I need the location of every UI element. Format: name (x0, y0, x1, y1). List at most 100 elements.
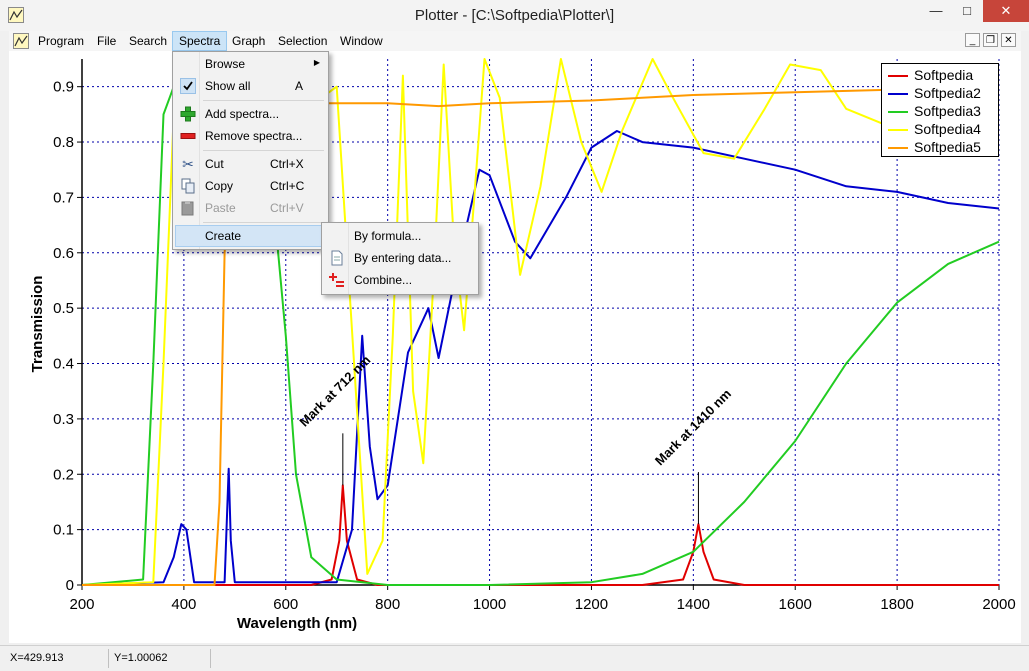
app-icon[interactable] (8, 7, 24, 23)
spectra-menu: Browse ▶ Show all A Add spectra... Remove … (172, 51, 329, 250)
menu-gutter (348, 223, 349, 294)
menu-window[interactable]: Window (340, 34, 383, 48)
menu-item-label: By entering data... (354, 251, 452, 265)
x-tick-label: 1600 (779, 596, 812, 613)
legend-entry: Softpedia (882, 66, 998, 84)
menu-item-shortcut: Ctrl+V (270, 201, 304, 215)
x-tick-label: 600 (273, 596, 298, 613)
status-x-coordinate: X=429.913 (10, 652, 64, 664)
menu-gutter (199, 52, 200, 249)
status-y-coordinate: Y=1.00062 (114, 652, 168, 664)
menu-program[interactable]: Program (38, 34, 85, 48)
legend-entry: Softpedia5 (882, 138, 998, 156)
menu-item-paste[interactable]: Paste Ctrl+V (175, 197, 326, 219)
y-tick-label: 0.4 (53, 356, 74, 373)
status-separator (108, 649, 109, 668)
menu-file[interactable]: File (97, 34, 117, 48)
y-tick-label: 0.2 (53, 466, 74, 483)
menu-spectra[interactable]: Spectra (172, 31, 228, 51)
menu-item-label: Browse (205, 57, 246, 71)
legend-label: Softpedia2 (914, 85, 981, 101)
y-axis-label: Transmission (29, 276, 46, 373)
spectra-chart[interactable]: 200 400 600 800 1000 1200 1400 1600 1800 2000 0 0.1… (9, 51, 1021, 643)
window-title: Plotter - [C:\Softpedia\Plotter\] (414, 7, 615, 24)
legend-entry: Softpedia4 (882, 120, 998, 138)
menu-item-label: Copy (205, 179, 234, 193)
menu-separator (203, 222, 324, 223)
submenu-arrow-icon: ▶ (313, 58, 320, 67)
menu-item-cut[interactable]: ✂ Cut Ctrl+X (175, 153, 326, 175)
create-submenu: By formula... By entering data... Combin… (321, 222, 479, 295)
menu-separator (203, 100, 324, 101)
x-tick-label: 200 (69, 596, 94, 613)
minimize-button[interactable]: — (929, 3, 943, 18)
paste-icon (180, 200, 196, 216)
menu-item-shortcut: Ctrl+C (270, 179, 305, 193)
copy-icon (180, 178, 196, 194)
check-icon (180, 78, 196, 94)
menu-item-copy[interactable]: Copy Ctrl+C (175, 175, 326, 197)
legend-swatch (888, 147, 908, 149)
menu-selection[interactable]: Selection (278, 34, 328, 48)
series-line-5 (82, 85, 1000, 586)
add-icon (180, 106, 196, 122)
document-icon (329, 250, 345, 266)
maximize-button[interactable]: □ (963, 3, 971, 18)
y-tick-label: 0 (66, 577, 74, 594)
mdi-close-button[interactable]: ✕ (1001, 33, 1016, 47)
y-tick-label: 0.3 (53, 411, 74, 428)
menu-item-shortcut: A (295, 79, 304, 93)
menu-item-browse[interactable]: Browse ▶ (175, 53, 326, 75)
menu-item-remove-spectra[interactable]: Remove spectra... (175, 125, 326, 147)
chart-legend: Softpedia Softpedia2 Softpedia3 Softpedi… (881, 63, 999, 157)
menu-item-label: Add spectra... (205, 107, 280, 121)
menu-item-by-entering-data[interactable]: By entering data... (324, 247, 476, 269)
legend-label: Softpedia3 (914, 103, 981, 119)
menu-separator (203, 150, 324, 151)
menu-item-label: Paste (205, 201, 236, 215)
menu-item-show-all[interactable]: Show all A (175, 75, 326, 97)
combine-icon (329, 272, 345, 288)
y-tick-label: 0.8 (53, 134, 74, 151)
legend-label: Softpedia4 (914, 121, 981, 137)
menu-item-create[interactable]: Create (175, 225, 326, 247)
plot-area[interactable]: 200 400 600 800 1000 1200 1400 1600 1800 2000 0 0.1… (9, 51, 1021, 643)
y-tick-label: 0.9 (53, 79, 74, 96)
menu-search[interactable]: Search (129, 34, 168, 48)
x-axis-label: Wavelength (nm) (237, 615, 357, 632)
scissors-icon: ✂ (182, 156, 194, 172)
legend-entry: Softpedia2 (882, 84, 998, 102)
legend-label: Softpedia5 (914, 139, 981, 155)
mdi-doc-icon (13, 33, 29, 49)
x-tick-label: 800 (375, 596, 400, 613)
mdi-minimize-button[interactable]: _ (965, 33, 980, 47)
menu-item-by-formula[interactable]: By formula... (324, 225, 476, 247)
status-separator (210, 649, 211, 668)
status-bar: X=429.913 Y=1.00062 (0, 645, 1029, 671)
menu-item-label: Combine... (354, 273, 413, 287)
close-button[interactable]: ✕ (983, 0, 1029, 22)
x-tick-label: 1000 (473, 596, 506, 613)
remove-icon (180, 128, 196, 144)
x-tick-label: 2000 (982, 596, 1015, 613)
menu-item-label: Remove spectra... (205, 129, 303, 143)
legend-label: Softpedia (914, 67, 974, 83)
menu-item-add-spectra[interactable]: Add spectra... (175, 103, 326, 125)
menu-item-label: Create (205, 229, 242, 243)
menu-item-shortcut: Ctrl+X (270, 157, 304, 171)
menu-bar: Program File Search Spectra Graph Select… (9, 31, 1021, 51)
legend-swatch (888, 129, 908, 131)
x-tick-label: 1400 (677, 596, 710, 613)
y-tick-label: 0.6 (53, 245, 74, 262)
x-tick-label: 1800 (880, 596, 913, 613)
menu-graph[interactable]: Graph (232, 34, 266, 48)
menu-item-combine[interactable]: Combine... (324, 269, 476, 291)
x-tick-label: 400 (171, 596, 196, 613)
menu-item-label: Cut (205, 157, 224, 171)
y-tick-label: 0.5 (53, 300, 74, 317)
mdi-restore-button[interactable]: ❐ (983, 33, 998, 47)
legend-swatch (888, 75, 908, 77)
menu-item-label: By formula... (354, 229, 422, 243)
y-tick-label: 0.7 (53, 189, 74, 206)
menu-item-label: Show all (205, 79, 251, 93)
